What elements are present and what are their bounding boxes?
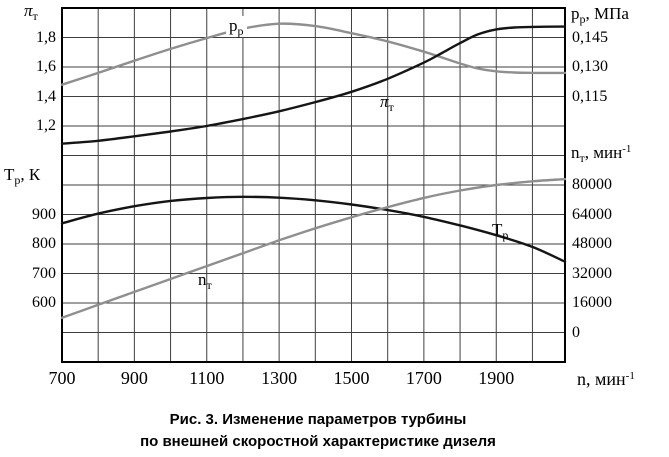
tick-label-x: 900 <box>120 368 148 388</box>
tick-label-x: 1500 <box>333 368 370 388</box>
x-units: , мин <box>586 369 626 389</box>
axis-title-tr: Тр, К <box>4 165 41 187</box>
tick-label-pi: 1,2 <box>36 117 56 134</box>
x-exponent: -1 <box>625 370 635 382</box>
pr-units: , МПа <box>585 4 629 23</box>
tick-label-x: 1900 <box>478 368 515 388</box>
tick-label-pr: 0,130 <box>572 58 608 75</box>
curve-label-symbol: n <box>198 270 207 289</box>
tick-label-tr: 900 <box>32 205 56 223</box>
tr-sub: р <box>14 173 21 187</box>
tick-label-tr: 800 <box>32 235 56 252</box>
tick-label-tr: 700 <box>32 264 56 282</box>
tick-label-pi: 1,4 <box>36 87 56 105</box>
caption-line-2: по внешней скоростной характеристике диз… <box>140 433 496 450</box>
curve-label-symbol: π <box>380 92 389 111</box>
axis-title-pi: πт <box>24 1 38 23</box>
tick-label-nt: 32000 <box>572 264 612 282</box>
curve-nт <box>60 177 567 319</box>
pi-symbol: π <box>24 1 33 20</box>
caption-line-1: Рис. 3. Изменение параметров турбины <box>169 411 467 428</box>
curve-Тр <box>60 195 567 263</box>
tick-label-x: 1700 <box>405 368 442 388</box>
x-symbol: n <box>577 369 586 389</box>
curve-pр <box>60 22 567 86</box>
plot-frame <box>61 7 566 363</box>
tick-label-pr: 0,115 <box>572 87 608 105</box>
tick-label-nt: 64000 <box>572 205 612 223</box>
pr-sub: р <box>579 12 586 26</box>
curve-label-Тр: Тр <box>492 220 509 242</box>
axis-title-pr: pр, МПа <box>571 4 629 26</box>
curve-label-sub: т <box>206 278 212 292</box>
nt-sub: т <box>579 151 585 165</box>
tick-label-nt: 0 <box>572 323 580 341</box>
curve-label-symbol: Т <box>492 220 503 239</box>
figure-caption: Рис. 3. Изменение параметров турбины по … <box>0 409 636 453</box>
nt-exponent: -1 <box>622 143 632 155</box>
curve-label-sub: р <box>237 24 244 38</box>
curve-label-symbol: p <box>229 16 238 35</box>
tr-symbol: Т <box>4 165 15 184</box>
tick-label-pi: 1,6 <box>36 58 56 75</box>
tick-label-pr: 0,145 <box>572 28 608 46</box>
curve-label-sub: т <box>388 100 394 114</box>
curve-label-nт: nт <box>198 270 212 292</box>
nt-symbol: n <box>571 143 580 162</box>
pr-symbol: p <box>571 4 580 23</box>
tick-label-nt: 48000 <box>572 235 612 252</box>
plot-svg <box>60 7 567 363</box>
pi-sub: т <box>32 9 38 23</box>
curve-label-πт: πт <box>380 92 394 114</box>
curve-label-pр: pр <box>226 16 247 38</box>
nt-units: , мин <box>584 143 623 162</box>
curve-label-sub: р <box>502 228 509 242</box>
tick-label-x: 700 <box>48 368 76 388</box>
tick-label-nt: 16000 <box>572 294 612 311</box>
tick-label-pi: 1,8 <box>36 28 56 46</box>
axis-title-nt: nт, мин-1 <box>571 143 631 165</box>
curve-πт <box>60 25 567 145</box>
tick-label-nt: 80000 <box>572 176 612 193</box>
tr-units: , К <box>20 165 41 184</box>
tick-label-tr: 600 <box>32 294 56 311</box>
tick-label-x: 1100 <box>189 368 225 388</box>
axis-title-x: n, мин-1 <box>577 369 635 392</box>
tick-label-x: 1300 <box>261 368 298 388</box>
